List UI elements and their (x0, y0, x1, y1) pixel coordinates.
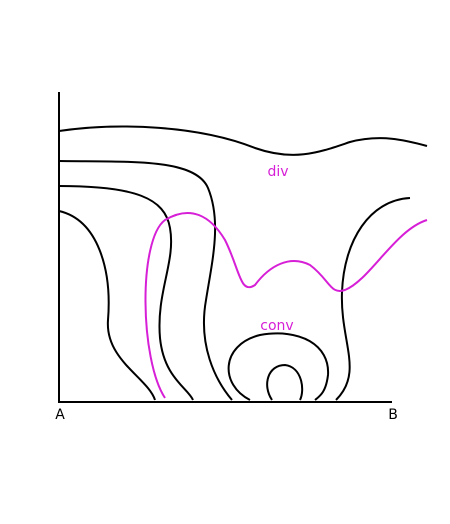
axis-start-label: A (55, 407, 65, 423)
magenta-curve (144, 211, 428, 399)
contour (58, 185, 194, 401)
contour (227, 332, 330, 401)
contour (266, 363, 304, 401)
conv-label: conv (260, 318, 293, 334)
div-label: div (267, 164, 288, 180)
axis-end-label: B (388, 407, 398, 423)
contour (58, 160, 233, 401)
contour (58, 125, 428, 156)
contour (335, 197, 411, 401)
contour (58, 210, 156, 401)
